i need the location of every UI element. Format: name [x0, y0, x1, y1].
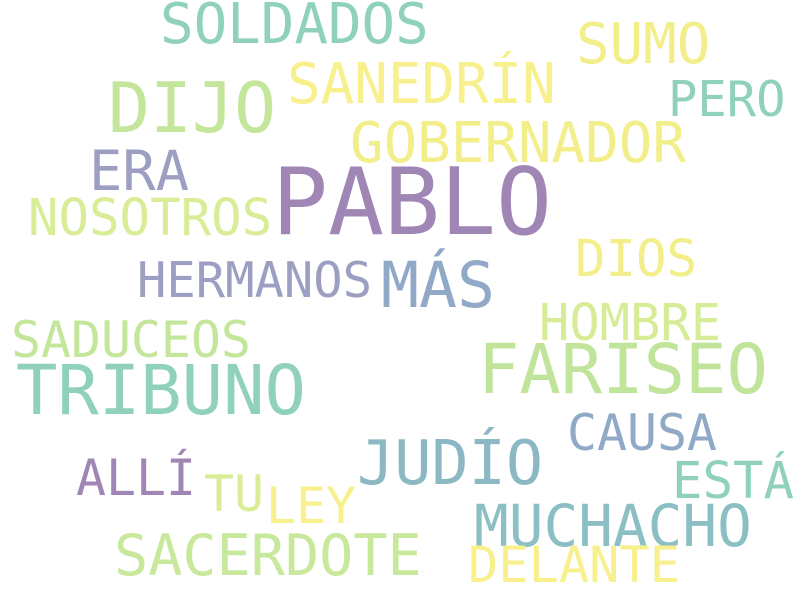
word-dijo: DIJO [108, 68, 277, 150]
word-muchacho: MUCHACHO [474, 492, 752, 561]
word-gobernador: GOBERNADOR [350, 111, 686, 177]
word-alli: ALLÍ [76, 449, 196, 508]
word-era: ERA [89, 140, 190, 205]
word-hombre: HOMBRE [539, 292, 722, 352]
word-judio: JUDÍO [357, 427, 544, 500]
word-esta: ESTÁ [672, 450, 795, 510]
word-hermanos: HERMANOS [137, 251, 373, 309]
word-fariseo: FARISEO [478, 329, 768, 410]
word-pero: PERO [668, 70, 786, 128]
word-dios: DIOS [575, 228, 698, 288]
word-sacerdote: SACERDOTE [114, 522, 422, 589]
word-causa: CAUSA [567, 404, 717, 463]
word-delante: DELANTE [468, 534, 680, 594]
word-nosotros: NOSOTROS [28, 187, 273, 247]
word-sumo: SUMO [576, 12, 711, 78]
word-tribuno: TRIBUNO [16, 350, 306, 431]
word-saduceos: SADUCEOS [11, 311, 251, 370]
word-sanedrin: SANEDRÍN [287, 52, 556, 118]
word-pablo: PABLO [272, 148, 552, 257]
word-tu: TU [204, 465, 264, 524]
word-soldados: SOLDADOS [160, 0, 429, 58]
word-mas: MÁS [381, 248, 495, 323]
word-ley: LEY [266, 477, 356, 536]
